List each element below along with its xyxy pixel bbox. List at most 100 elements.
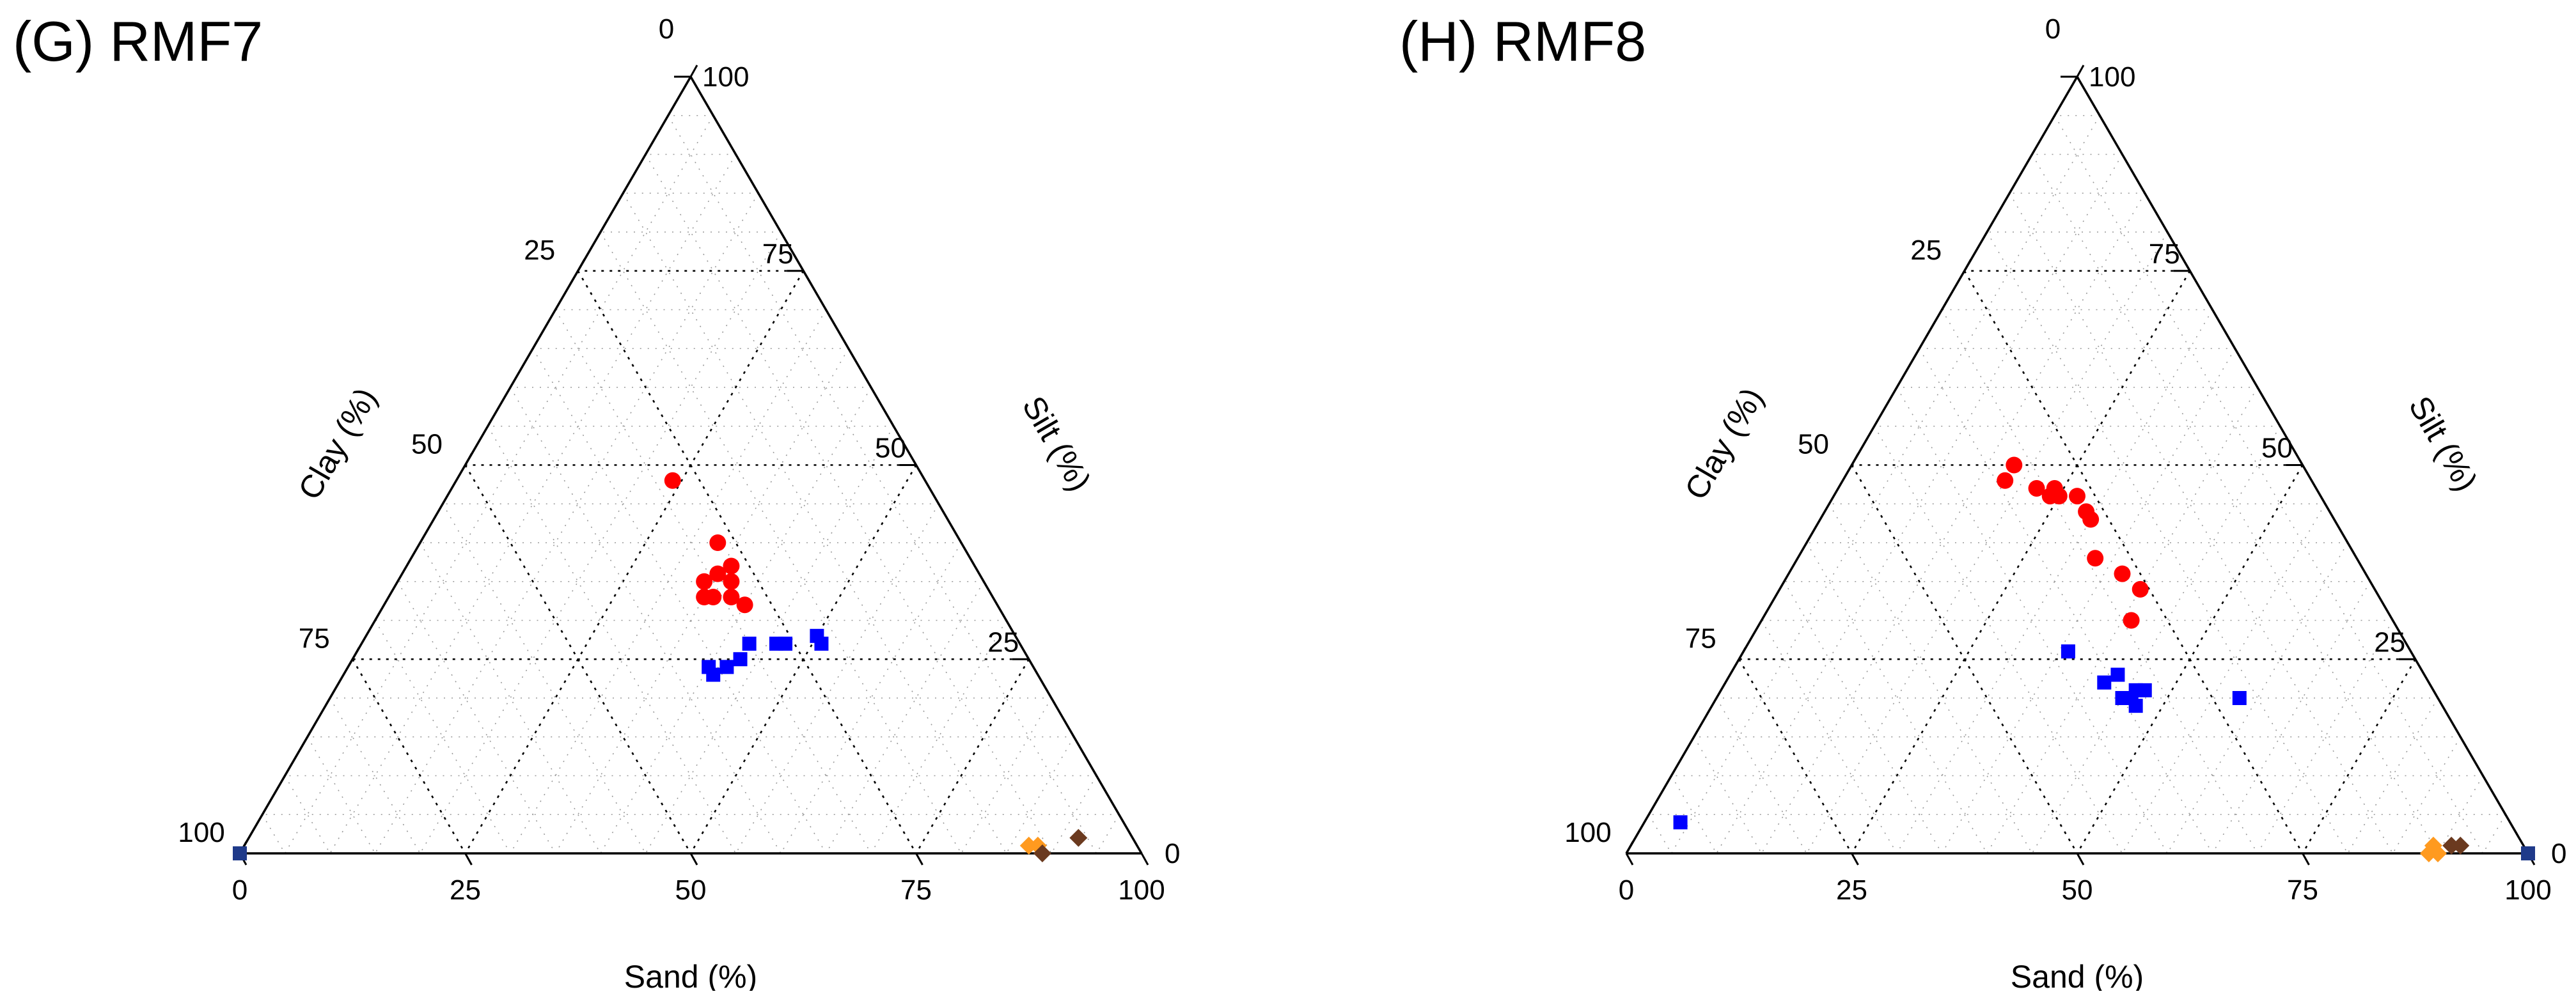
clay-tickmark-50 — [1851, 453, 1859, 466]
sand-axis-label: Sand (%) — [2011, 959, 2144, 991]
silt-tick-75: 75 — [2149, 238, 2180, 270]
data-point-s2-p1 — [2419, 844, 2438, 862]
grid-sand-20 — [420, 231, 781, 854]
data-point-s1-p0 — [1673, 815, 1688, 830]
data-point-s1-p1 — [2061, 644, 2075, 659]
grid-clay-90 — [284, 775, 331, 854]
grid-sand-60 — [2167, 542, 2348, 854]
data-point-s3-p1 — [2451, 836, 2470, 855]
data-points — [233, 472, 1088, 862]
sand-tickmark-25 — [1851, 853, 1859, 866]
panel-h: 0 25 50 75 100 0 25 50 75 100 0 25 50 75… — [1399, 10, 2566, 994]
silt-tick-0: 0 — [1165, 838, 1180, 869]
grid-sand-25 — [1851, 270, 2191, 854]
clay-tick-25: 25 — [524, 235, 555, 266]
data-point-s0-p0 — [664, 472, 681, 489]
grid-sand-40 — [1986, 387, 2258, 854]
clay-tick-100: 100 — [178, 817, 224, 848]
grid-sand-80 — [2347, 697, 2439, 854]
sand-tickmark-100 — [1140, 853, 1149, 866]
clay-tick-0: 0 — [2045, 13, 2061, 45]
clay-tick-75: 75 — [1685, 623, 1716, 654]
grid-sand-40 — [600, 387, 872, 854]
data-point-s2-p0 — [1019, 836, 1038, 855]
grid-sand-85 — [1005, 736, 1074, 854]
data-point-s2-p2 — [2429, 844, 2447, 862]
grid-clay-5 — [2054, 115, 2484, 854]
silt-tick-75: 75 — [762, 238, 794, 270]
grid-sand-95 — [1096, 814, 1120, 854]
grid-clay-50 — [1851, 464, 2078, 854]
sand-tickmark-25 — [464, 853, 473, 866]
clay-axis-label: Clay (%) — [291, 382, 384, 506]
grid-clay-40 — [1896, 387, 2168, 854]
grid-clay-90 — [1670, 775, 1717, 854]
silt-tick-25: 25 — [987, 626, 1019, 658]
silt-axis-label: Silt (%) — [1016, 390, 1098, 497]
data-point-s0-p2 — [696, 573, 713, 590]
sand-tick-75: 75 — [2287, 874, 2318, 906]
grid-sand-95 — [2482, 814, 2506, 854]
grid-sand-85 — [2392, 736, 2461, 854]
clay-tickmark-0 — [689, 65, 698, 77]
grid-clay-95 — [262, 814, 286, 854]
clay-tick-0: 0 — [659, 13, 674, 45]
grid-clay-75 — [1738, 658, 1853, 854]
grid-sand-35 — [1941, 348, 2236, 854]
grid-clay-20 — [600, 231, 962, 854]
grid-sand-70 — [2257, 620, 2394, 854]
data-point-s0-p4 — [705, 589, 722, 606]
grid-layer — [1648, 114, 2506, 854]
data-point-s0-p8 — [723, 589, 740, 606]
sand-tickmark-75 — [915, 853, 923, 866]
sand-tick-100: 100 — [2504, 874, 2551, 906]
grid-clay-45 — [1874, 426, 2123, 854]
grid-sand-25 — [464, 270, 805, 854]
data-point-s1-p4 — [742, 636, 757, 651]
grid-layer — [262, 114, 1120, 854]
grid-clay-45 — [487, 426, 737, 854]
data-point-s0-p6 — [723, 557, 740, 575]
clay-tickmark-100 — [1625, 841, 1634, 854]
silt-tick-100: 100 — [2089, 61, 2135, 93]
data-point-s0-p6 — [2069, 488, 2085, 505]
grid-sand-20 — [1806, 231, 2168, 854]
grid-clay-65 — [1784, 581, 1943, 854]
data-point-s0-p5 — [709, 565, 726, 582]
grid-clay-60 — [420, 542, 601, 854]
clay-tick-75: 75 — [299, 623, 330, 654]
panel-title: (H) RMF8 — [1399, 10, 1646, 73]
data-point-s1-p9 — [2232, 691, 2247, 705]
data-point-s4-p0 — [233, 846, 247, 860]
sand-tick-50: 50 — [2062, 874, 2093, 906]
tick-layer: 0 25 50 75 100 0 25 50 75 100 0 25 50 75… — [1564, 13, 2566, 906]
sand-tick-75: 75 — [900, 874, 932, 906]
clay-tickmark-25 — [577, 259, 586, 272]
silt-tick-100: 100 — [702, 61, 749, 93]
sand-axis-label: Sand (%) — [624, 959, 757, 991]
clay-tickmark-0 — [2076, 65, 2085, 77]
grid-sand-75 — [2302, 658, 2416, 854]
clay-tick-25: 25 — [1910, 235, 1942, 266]
grid-clay-40 — [510, 387, 781, 854]
silt-tick-50: 50 — [2261, 433, 2293, 464]
silt-axis-label: Silt (%) — [2402, 390, 2485, 497]
data-point-s1-p3 — [733, 652, 748, 667]
data-point-s4-p0 — [2521, 846, 2535, 860]
data-point-s3-p0 — [2442, 836, 2461, 855]
data-point-s1-p1 — [706, 667, 721, 682]
sand-tick-50: 50 — [675, 874, 707, 906]
grid-clay-25 — [577, 270, 917, 854]
data-point-s0-p1 — [709, 534, 726, 551]
data-point-s1-p2 — [2097, 675, 2112, 690]
grid-clay-60 — [1806, 542, 1988, 854]
sand-tick-0: 0 — [1619, 874, 1634, 906]
grid-clay-5 — [668, 115, 1097, 854]
grid-sand-75 — [915, 658, 1030, 854]
sand-tickmark-75 — [2302, 853, 2310, 866]
grid-sand-65 — [825, 581, 984, 854]
data-point-s0-p12 — [2132, 580, 2149, 598]
grid-clay-10 — [2031, 154, 2439, 854]
grid-sand-55 — [735, 503, 939, 854]
grid-clay-55 — [1828, 503, 2033, 854]
